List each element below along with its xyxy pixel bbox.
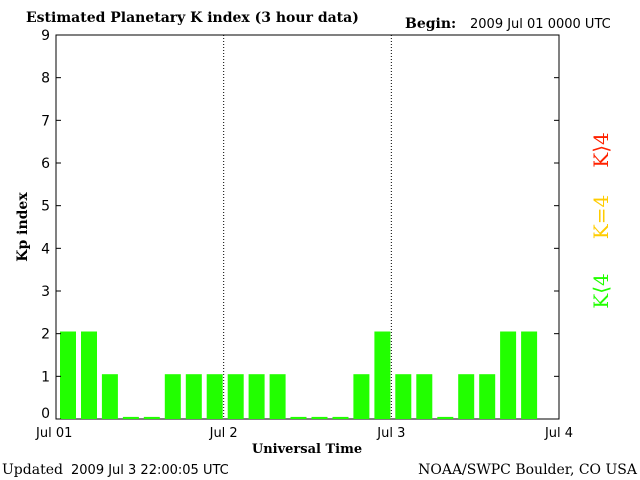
y-axis-label: Kp index	[15, 192, 31, 262]
day-gridlines	[223, 35, 392, 419]
kp-bar	[416, 374, 433, 419]
kp-bar	[290, 416, 307, 419]
updated-label: Updated	[2, 462, 63, 478]
kp-bar	[101, 374, 118, 419]
kp-bar	[248, 374, 265, 419]
updated-value: 2009 Jul 3 22:00:05 UTC	[71, 463, 229, 478]
x-tick-label: Jul 01	[35, 426, 72, 441]
kp-bar	[143, 416, 160, 419]
y-tick-label: 2	[41, 327, 50, 343]
x-tick-label: Jul 4	[544, 426, 573, 441]
kp-bar	[332, 416, 349, 419]
begin-label: Begin:	[405, 16, 456, 32]
y-axis-ticks: 0 1 2 3 4 5 6 7 8 9	[41, 28, 559, 422]
kp-bar	[395, 374, 412, 419]
legend-k-less-4: K⟨4	[589, 273, 613, 308]
kp-bar	[479, 374, 496, 419]
kp-bar	[227, 374, 244, 419]
kp-bar	[521, 331, 538, 419]
kp-bar	[437, 416, 454, 419]
kp-bar	[374, 331, 391, 419]
kp-bar	[164, 374, 181, 419]
kp-bar	[500, 331, 517, 419]
legend-k-greater-4: K⟩4	[589, 132, 613, 167]
kp-bar	[458, 374, 475, 419]
kp-bar	[81, 331, 97, 419]
legend-k-equal-4: K=4	[589, 195, 613, 239]
y-tick-label: 9	[41, 28, 50, 44]
y-tick-label: 4	[41, 241, 50, 257]
plot-frame	[55, 34, 560, 420]
plot-area: 0 1 2 3 4 5 6 7 8 9 Jul 01 Jul 2 Jul 3 Jul 4	[35, 28, 573, 441]
y-tick-label: 0	[41, 406, 50, 422]
kp-bar	[311, 416, 328, 419]
chart-title: Estimated Planetary K index (3 hour data…	[26, 10, 359, 26]
kp-bar	[185, 374, 202, 419]
bar-series	[60, 331, 538, 419]
x-axis-label: Universal Time	[252, 442, 362, 457]
credit-text: NOAA/SWPC Boulder, CO USA	[418, 462, 638, 478]
y-tick-label: 3	[41, 284, 50, 300]
kp-bar	[206, 374, 223, 419]
y-tick-label: 8	[41, 71, 50, 87]
kp-bar	[60, 331, 76, 419]
begin-value: 2009 Jul 01 0000 UTC	[470, 17, 611, 32]
y-tick-label: 5	[41, 199, 50, 215]
kp-bar	[269, 374, 286, 419]
x-tick-label: Jul 2	[209, 426, 238, 441]
kp-bar	[122, 416, 139, 419]
x-axis-ticks: Jul 01 Jul 2 Jul 3 Jul 4	[35, 426, 573, 441]
y-tick-label: 7	[41, 113, 50, 129]
x-tick-label: Jul 3	[376, 426, 405, 441]
kp-bar	[353, 374, 370, 419]
y-tick-label: 1	[41, 369, 50, 385]
y-tick-label: 6	[41, 156, 50, 172]
